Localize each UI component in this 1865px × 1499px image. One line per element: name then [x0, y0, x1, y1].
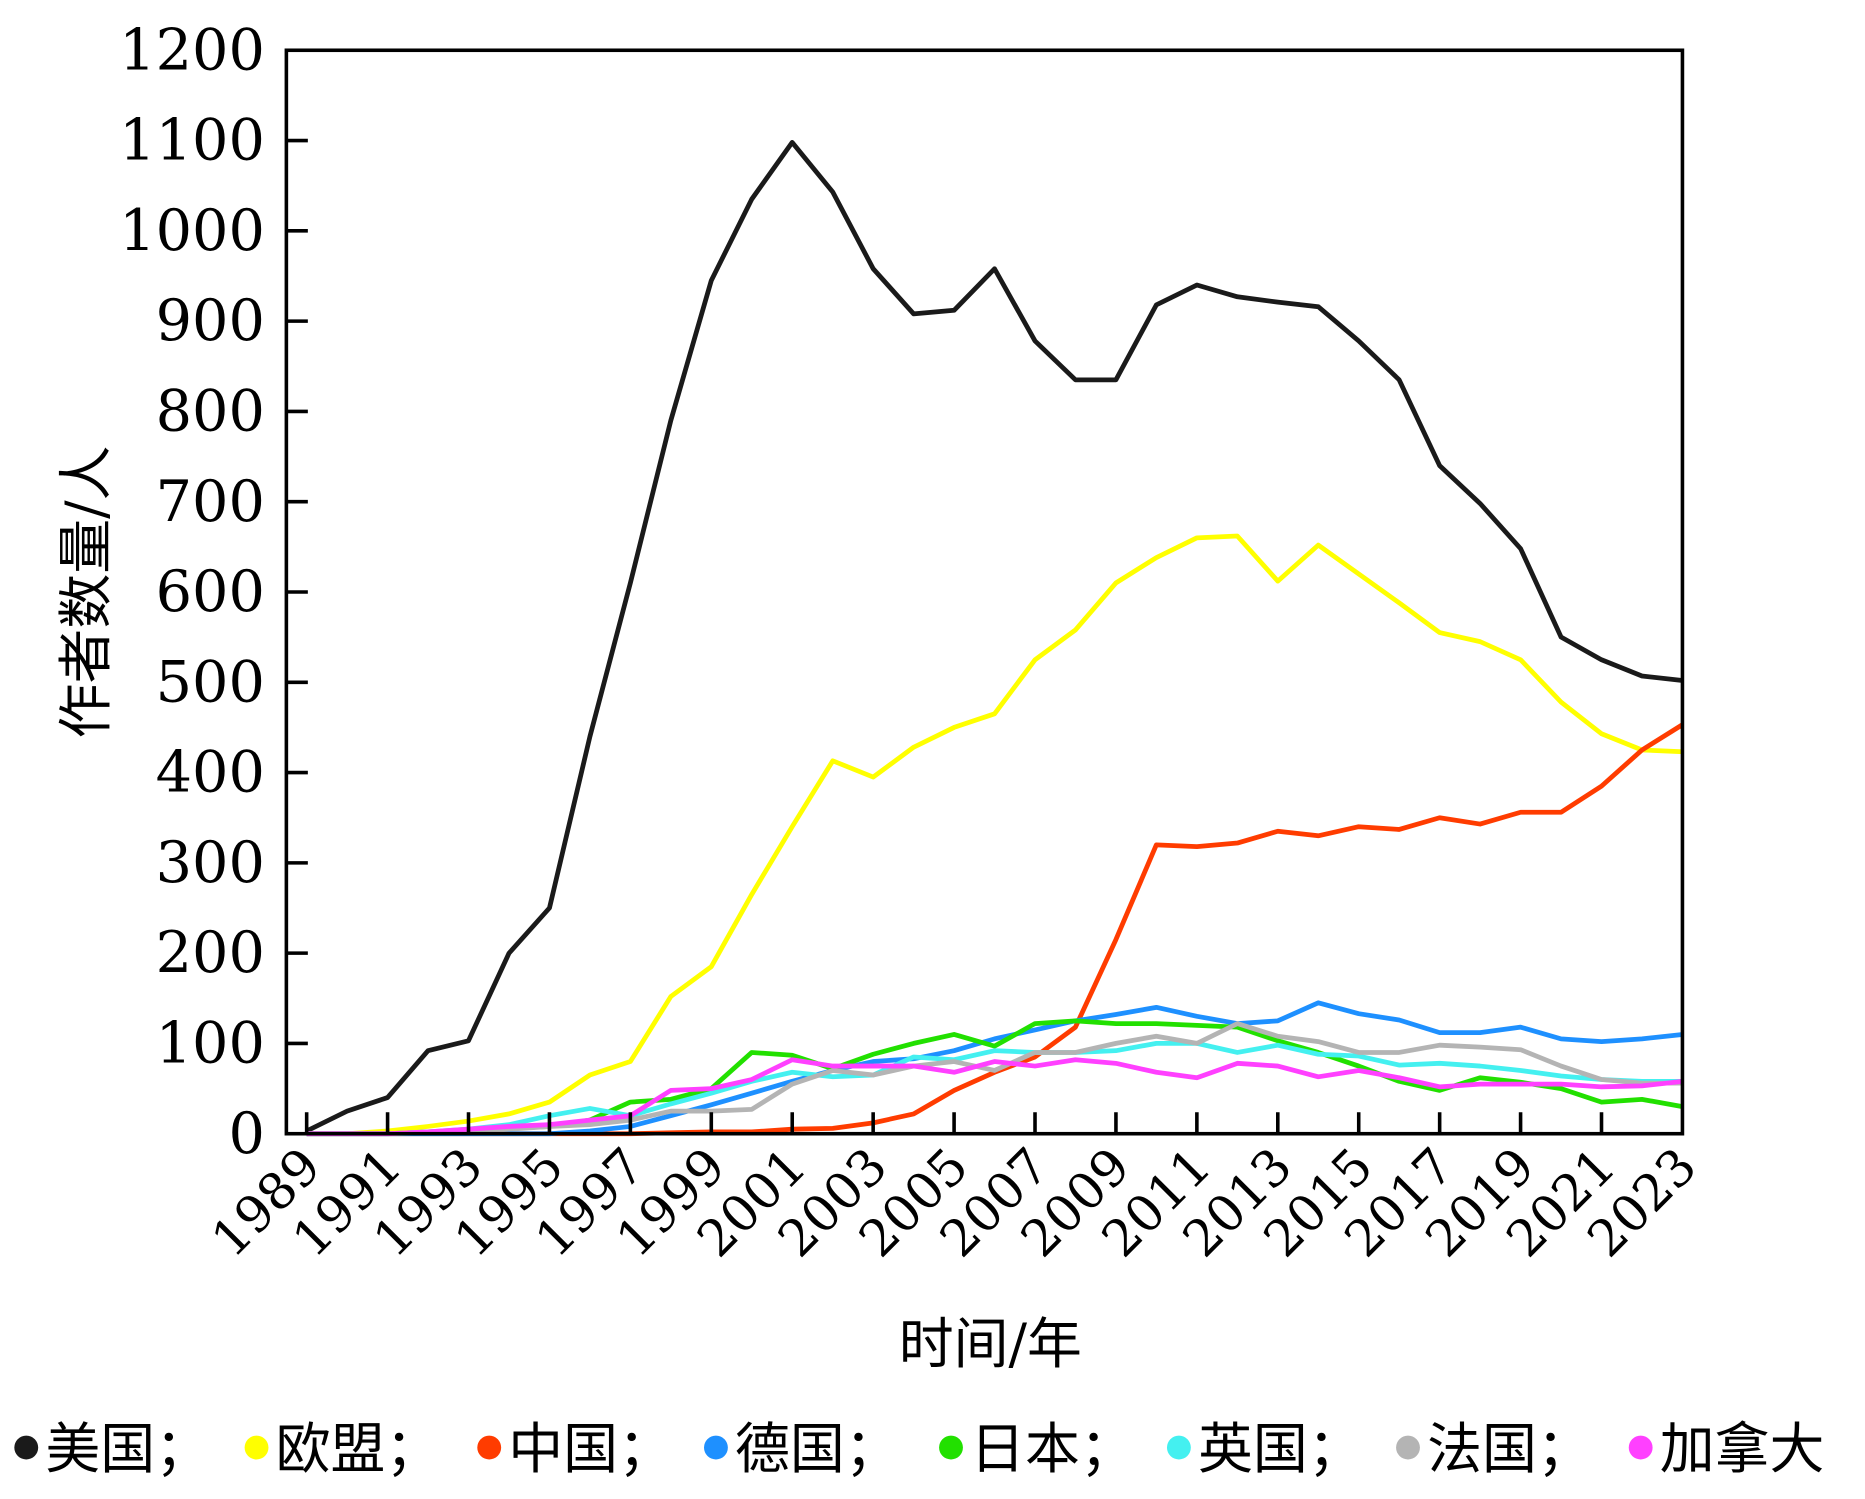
y-tick-label: 600 [156, 558, 265, 625]
legend-marker [14, 1435, 39, 1460]
legend-item: 欧盟； [244, 1417, 441, 1481]
legend-item: 美国； [14, 1417, 210, 1481]
y-tick-label: 900 [156, 287, 265, 354]
y-tick-label: 100 [156, 1010, 265, 1077]
legend-marker [939, 1435, 963, 1460]
legend-item: 中国； [477, 1417, 673, 1481]
legend-label: 法国； [1427, 1417, 1592, 1481]
y-tick-label: 0 [228, 1100, 264, 1167]
legend-label: 德国； [735, 1417, 900, 1481]
legend-item: 日本； [939, 1417, 1135, 1481]
legend-marker [1396, 1435, 1420, 1460]
y-tick-label: 1000 [119, 197, 265, 264]
legend-label: 加拿大 [1660, 1417, 1825, 1481]
y-tick-label: 500 [156, 648, 265, 715]
legend-marker [477, 1435, 502, 1460]
legend-label: 欧盟； [276, 1417, 441, 1481]
legend-item: 加拿大 [1628, 1417, 1825, 1481]
legend-label: 日本； [970, 1417, 1135, 1481]
y-tick-label: 1200 [119, 16, 265, 83]
y-tick-label: 300 [156, 829, 265, 896]
plot-frame [284, 48, 1685, 1136]
legend-marker [1628, 1435, 1653, 1460]
series-line-0 [305, 140, 1683, 1134]
legend-label: 中国； [508, 1417, 673, 1481]
series-line-7 [306, 1057, 1683, 1137]
legend-marker [703, 1435, 728, 1460]
legend-label: 英国； [1198, 1417, 1363, 1481]
legend-label: 美国； [45, 1417, 210, 1481]
y-tick-label: 700 [156, 468, 265, 535]
x-axis-label: 时间/年 [899, 1312, 1082, 1376]
legend-marker [244, 1435, 269, 1460]
legend-marker [1166, 1435, 1191, 1460]
legend-item: 法国； [1396, 1417, 1592, 1481]
series-line-5 [306, 1041, 1683, 1137]
y-tick-label: 400 [156, 739, 265, 806]
legend-item: 英国； [1166, 1417, 1363, 1481]
series-line-1 [306, 533, 1683, 1137]
y-tick-label: 800 [156, 378, 265, 445]
y-tick-label: 200 [156, 919, 265, 986]
legend-item: 德国； [703, 1417, 900, 1481]
y-axis-label: 作者数量/人 [54, 446, 118, 739]
y-tick-label: 1100 [119, 107, 265, 174]
